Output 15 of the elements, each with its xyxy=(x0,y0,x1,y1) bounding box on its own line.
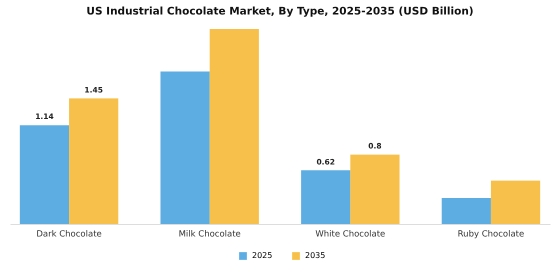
bar xyxy=(20,125,70,224)
legend-label: 2025 xyxy=(252,251,272,260)
bar xyxy=(301,170,350,224)
bar xyxy=(160,71,210,224)
x-tick-label: White Chocolate xyxy=(315,230,386,240)
bar xyxy=(210,29,259,224)
chart-title: US Industrial Chocolate Market, By Type, 2025-2035 (USD Billion) xyxy=(86,6,474,18)
bar xyxy=(350,154,400,224)
legend-label: 2035 xyxy=(305,251,326,260)
x-tick-label: Dark Chocolate xyxy=(36,230,102,240)
bar xyxy=(490,180,540,224)
bar xyxy=(442,198,491,224)
bar xyxy=(69,98,118,224)
x-tick-label: Milk Chocolate xyxy=(178,230,241,240)
x-tick-label: Ruby Chocolate xyxy=(458,230,524,240)
